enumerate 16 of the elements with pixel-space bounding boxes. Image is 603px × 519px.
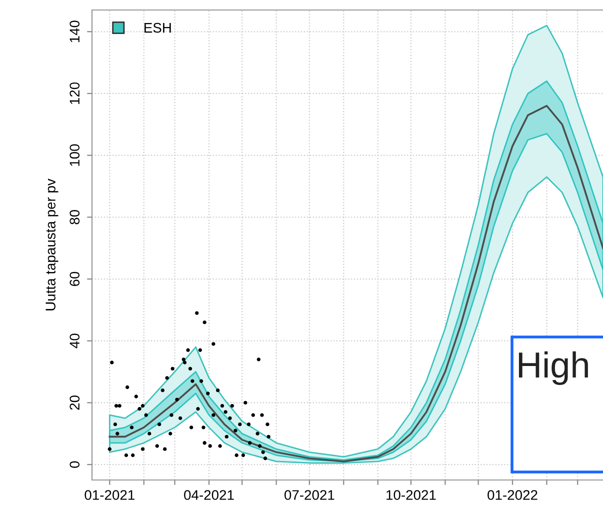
y-tick-label: 40	[70, 334, 80, 348]
y-tick-label: 80	[70, 210, 80, 224]
x-tick-label: 07-2021	[284, 490, 334, 500]
y-tick-label: 0	[70, 461, 80, 468]
legend-label: ESH	[144, 22, 171, 33]
x-tick-label: 04-2021	[184, 490, 234, 500]
x-tick-label: 01-2021	[84, 490, 134, 500]
y-axis-title: Uutta tapausta per pv	[46, 178, 58, 310]
x-tick-label: 01-2022	[488, 490, 538, 500]
y-tick-label: 120	[70, 82, 80, 104]
annotation: High	[518, 351, 588, 385]
y-tick-label: 60	[70, 272, 80, 286]
y-tick-label: 20	[70, 396, 80, 410]
y-tick-label: 100	[70, 144, 80, 166]
x-tick-label: 10-2021	[386, 490, 436, 500]
y-tick-label: 140	[70, 20, 80, 42]
